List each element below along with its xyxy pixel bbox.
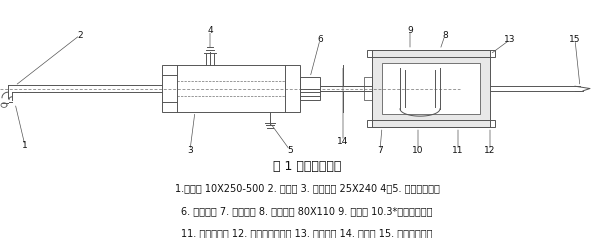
Text: 10: 10 [412, 146, 424, 155]
Bar [382, 63, 480, 114]
Bar [367, 120, 495, 127]
Text: 1.前弯管 10X250-500 2. 采样嘴 3. 冷却套管 25X240 4、5. 冷却水进出口: 1.前弯管 10X250-500 2. 采样嘴 3. 冷却套管 25X240 4… [174, 183, 440, 193]
Bar [372, 50, 490, 127]
Text: 2: 2 [77, 31, 83, 40]
Text: 5: 5 [287, 146, 293, 155]
Text: 6: 6 [317, 35, 323, 44]
Text: 6. 锁紧手轮 7. 滤筒压盖 8. 保温夹套 80X110 9. 滤筒夹 10.3*玻璃纤维滤筒: 6. 锁紧手轮 7. 滤筒压盖 8. 保温夹套 80X110 9. 滤筒夹 10… [181, 206, 433, 216]
Bar [367, 50, 495, 57]
Bar [162, 65, 300, 112]
Text: 9: 9 [407, 26, 413, 35]
Text: 14: 14 [337, 137, 349, 145]
Text: 4: 4 [207, 26, 213, 35]
Bar [300, 77, 320, 99]
Text: 1: 1 [22, 141, 28, 150]
Text: 12: 12 [484, 146, 495, 155]
Text: 11: 11 [453, 146, 464, 155]
Text: 图 1 沥青烟采样管: 图 1 沥青烟采样管 [273, 160, 341, 173]
Bar [364, 77, 372, 99]
Text: 15: 15 [569, 35, 581, 44]
Text: 3: 3 [187, 146, 193, 155]
Text: 7: 7 [377, 146, 383, 155]
Text: 11. 滤筒保护网 12. 温控开关指示灯 13. 加热插座 14. 采样管 15. 采样管抽气嘴: 11. 滤筒保护网 12. 温控开关指示灯 13. 加热插座 14. 采样管 1… [181, 228, 433, 238]
Text: 8: 8 [442, 31, 448, 40]
Text: 13: 13 [504, 35, 516, 44]
